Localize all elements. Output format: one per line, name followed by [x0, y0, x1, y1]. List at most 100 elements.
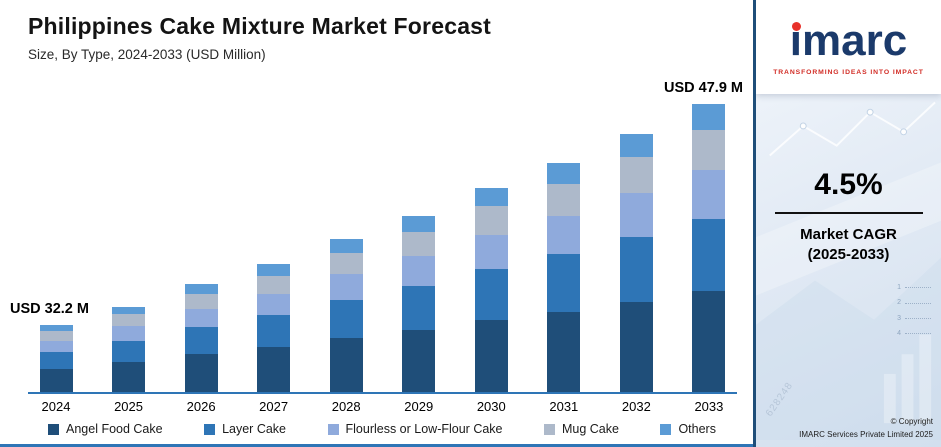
bar-stack: [474, 187, 508, 392]
page-title: Philippines Cake Mixture Market Forecast: [28, 13, 492, 39]
legend-item: Mug Cake: [543, 422, 619, 436]
cagr-period: (2025-2033): [807, 246, 890, 263]
bar-segment: [692, 290, 726, 392]
legend-swatch: [327, 423, 339, 435]
x-axis-label: 2032: [621, 399, 651, 414]
copyright-line2: IMARC Services Private Limited 2025: [799, 429, 933, 439]
value-label-end: USD 47.9 M: [664, 79, 743, 96]
bar-segment: [112, 340, 146, 363]
bar-stack: [619, 133, 653, 392]
bar-column-2024: [28, 325, 84, 392]
x-axis-label: 2024: [41, 399, 71, 414]
bar-segment: [619, 156, 653, 193]
bar-segment: [619, 301, 653, 392]
copyright-line1: © Copyright: [890, 417, 933, 427]
imarc-logo-card: imarc TRANSFORMING IDEAS INTO IMPACT: [756, 0, 941, 94]
bar-column-2033: [681, 103, 737, 392]
legend-swatch: [204, 423, 216, 435]
x-axis-label: 2031: [549, 399, 579, 414]
chart-header: Philippines Cake Mixture Market Forecast…: [0, 0, 753, 62]
legend-item: Angel Food Cake: [48, 422, 163, 436]
bar-segment: [692, 218, 726, 291]
value-label-start: USD 32.2 M: [10, 301, 89, 318]
bar-segment: [39, 340, 73, 352]
bar-segment: [329, 300, 363, 339]
bar-segment: [329, 238, 363, 253]
bar-column-2029: [391, 215, 447, 392]
decorative-number-row: 4: [897, 326, 931, 341]
decorative-digits: 628248: [763, 380, 796, 419]
bar-segment: [474, 206, 508, 235]
bar-segment: [619, 236, 653, 302]
bar-segment: [112, 362, 146, 392]
x-axis-label: 2025: [114, 399, 143, 414]
bar-segment: [39, 368, 73, 392]
bar-segment: [257, 264, 291, 276]
bar-segment: [184, 308, 218, 328]
legend-label: Flourless or Low-Flour Cake: [345, 422, 503, 436]
bar-stack: [692, 103, 726, 392]
legend-item: Layer Cake: [204, 422, 286, 436]
imarc-logo: imarc: [789, 15, 908, 65]
bar-segment: [329, 274, 363, 301]
legend-swatch: [660, 423, 672, 435]
x-axis-label: 2030: [476, 399, 506, 414]
bar-segment: [257, 293, 291, 316]
bar-segment: [329, 338, 363, 392]
bar-stack: [547, 163, 581, 392]
decorative-number-row: 3: [897, 311, 931, 326]
copyright-notice: © Copyright IMARC Services Private Limit…: [799, 416, 933, 441]
bar-segment: [257, 315, 291, 348]
x-axis-label: 2033: [694, 399, 724, 414]
x-axis-label: 2029: [404, 399, 434, 414]
imarc-logo-text: imarc: [789, 15, 908, 65]
legend-item: Others: [660, 422, 716, 436]
bar-segment: [402, 256, 436, 287]
bar-segment: [547, 311, 581, 392]
cagr-value: 4.5%: [814, 168, 883, 201]
x-axis-label: 2027: [259, 399, 289, 414]
bar-segment: [257, 275, 291, 294]
bar-segment: [39, 351, 73, 369]
bar-segment: [184, 293, 218, 309]
bar-column-2028: [318, 238, 374, 392]
cagr-block: 4.5% Market CAGR (2025-2033): [756, 168, 941, 263]
bar-segment: [474, 187, 508, 207]
bar-stack: [184, 284, 218, 392]
legend-label: Layer Cake: [222, 422, 287, 436]
imarc-tagline: TRANSFORMING IDEAS INTO IMPACT: [773, 68, 924, 76]
bar-column-2026: [173, 284, 229, 392]
bar-segment: [184, 354, 218, 392]
bar-segment: [257, 347, 291, 392]
bar-segment: [547, 215, 581, 255]
x-axis-label: 2026: [186, 399, 216, 414]
legend-swatch: [48, 423, 59, 435]
bar-segment: [692, 169, 726, 219]
cagr-label: Market CAGR: [800, 226, 897, 243]
bar-stack: [402, 215, 436, 392]
bar-column-2027: [246, 264, 302, 392]
brand-sidebar: imarc TRANSFORMING IDEAS INTO IMPACT 4.5…: [753, 0, 941, 447]
bar-column-2030: [463, 187, 519, 392]
bar-segment: [474, 234, 508, 270]
legend-label: Angel Food Cake: [66, 422, 163, 436]
x-axis: 2024 2025 2026 2027 2028 2029 2030 2031 2032 2033: [28, 399, 737, 414]
bar-segment: [402, 215, 436, 232]
bar-column-2031: [536, 163, 592, 392]
bar-segment: [547, 183, 581, 216]
bar-segment: [402, 330, 436, 392]
bar-stack: [329, 238, 363, 392]
bar-segment: [402, 286, 436, 331]
x-axis-label: 2028: [331, 399, 361, 414]
bar-segment: [184, 284, 218, 294]
legend-label: Mug Cake: [561, 422, 619, 436]
chart-panel: Philippines Cake Mixture Market Forecast…: [0, 0, 753, 447]
imarc-logo-red-dot-icon: [791, 21, 801, 31]
bar-segment: [692, 129, 726, 170]
bar-segment: [112, 306, 146, 315]
cagr-divider: [774, 212, 923, 214]
chart-subtitle: Size, By Type, 2024-2033 (USD Million): [28, 47, 266, 62]
bar-segment: [39, 325, 73, 332]
